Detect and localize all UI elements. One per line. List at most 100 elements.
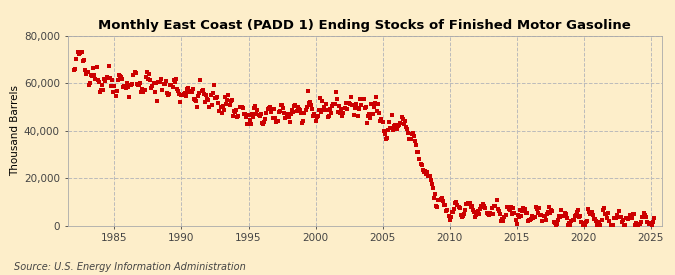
Point: [188, 97, 199, 101]
Point: [222, 98, 233, 103]
Point: [261, 111, 272, 115]
Point: [214, 109, 225, 113]
Point: [435, 196, 446, 201]
Point: [225, 99, 236, 104]
Point: [355, 97, 366, 101]
Point: [333, 110, 344, 115]
Point: [499, 215, 510, 219]
Point: [288, 110, 298, 114]
Point: [456, 213, 466, 218]
Point: [210, 96, 221, 100]
Point: [71, 57, 82, 61]
Point: [512, 213, 523, 217]
Point: [502, 205, 513, 209]
Point: [364, 112, 375, 116]
Point: [317, 98, 327, 103]
Point: [291, 109, 302, 113]
Point: [316, 110, 327, 114]
Point: [154, 80, 165, 84]
Point: [350, 102, 361, 106]
Point: [173, 89, 184, 93]
Point: [488, 211, 499, 216]
Point: [391, 124, 402, 128]
Point: [575, 214, 586, 218]
Point: [504, 207, 514, 212]
Point: [637, 214, 647, 219]
Point: [280, 116, 291, 120]
Point: [140, 75, 151, 79]
Point: [136, 89, 146, 94]
Point: [129, 70, 140, 74]
Point: [606, 223, 617, 227]
Point: [144, 78, 155, 82]
Point: [345, 102, 356, 107]
Point: [446, 215, 456, 219]
Point: [337, 114, 348, 118]
Point: [415, 162, 426, 166]
Point: [246, 112, 257, 116]
Point: [164, 91, 175, 96]
Point: [558, 214, 569, 219]
Point: [427, 186, 438, 190]
Point: [608, 216, 619, 221]
Point: [279, 111, 290, 115]
Point: [570, 214, 580, 218]
Point: [88, 66, 99, 70]
Point: [599, 212, 610, 216]
Point: [463, 202, 474, 206]
Point: [209, 82, 219, 87]
Point: [468, 208, 479, 213]
Point: [613, 215, 624, 219]
Point: [630, 223, 641, 227]
Point: [647, 220, 658, 225]
Point: [84, 81, 95, 85]
Point: [258, 122, 269, 127]
Point: [70, 67, 81, 72]
Point: [625, 214, 636, 218]
Point: [434, 197, 445, 202]
Point: [538, 214, 549, 218]
Point: [259, 120, 269, 125]
Point: [294, 108, 305, 112]
Point: [615, 214, 626, 219]
Point: [89, 73, 100, 77]
Point: [573, 207, 584, 212]
Point: [586, 210, 597, 214]
Point: [331, 97, 342, 101]
Point: [514, 215, 524, 219]
Point: [553, 218, 564, 222]
Point: [248, 115, 259, 119]
Point: [325, 107, 335, 111]
Point: [215, 104, 226, 109]
Point: [475, 203, 486, 208]
Point: [576, 220, 587, 224]
Point: [462, 201, 473, 205]
Point: [461, 202, 472, 206]
Point: [592, 223, 603, 227]
Point: [527, 214, 538, 218]
Point: [514, 208, 525, 213]
Point: [372, 109, 383, 113]
Point: [203, 98, 214, 102]
Point: [644, 221, 655, 225]
Point: [633, 223, 644, 227]
Point: [395, 121, 406, 126]
Point: [212, 95, 223, 99]
Point: [408, 130, 418, 135]
Point: [319, 105, 330, 110]
Point: [169, 79, 180, 84]
Point: [605, 223, 616, 227]
Point: [398, 117, 408, 121]
Point: [602, 216, 613, 220]
Point: [302, 89, 313, 94]
Point: [604, 219, 615, 223]
Point: [601, 212, 612, 216]
Point: [149, 89, 160, 94]
Point: [375, 119, 386, 123]
Point: [420, 169, 431, 173]
Point: [635, 220, 646, 224]
Point: [200, 93, 211, 97]
Point: [221, 102, 232, 106]
Point: [502, 205, 512, 210]
Point: [224, 103, 235, 107]
